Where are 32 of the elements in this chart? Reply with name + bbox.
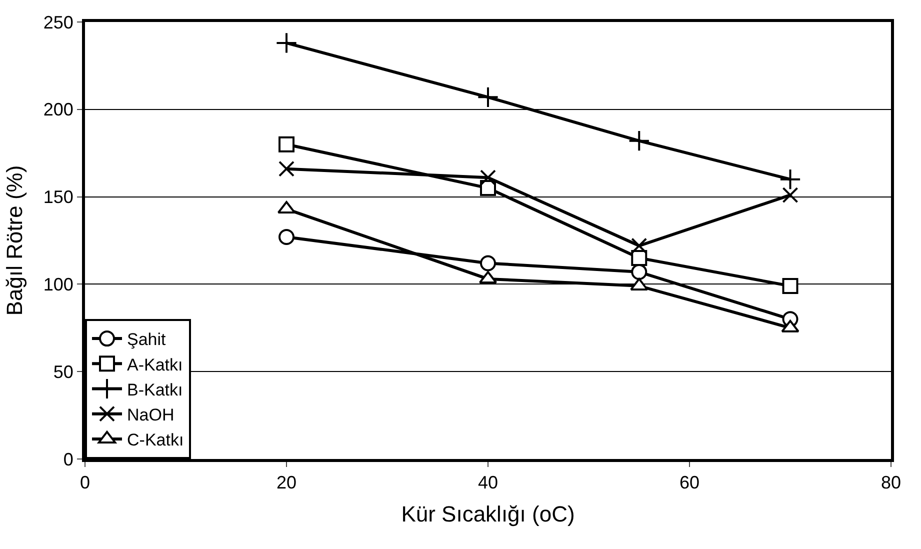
legend-label: A-Katkı — [127, 355, 183, 374]
point — [278, 160, 294, 177]
point — [278, 229, 294, 245]
point — [480, 180, 496, 196]
point — [480, 170, 496, 186]
y-tick-label: 200 — [43, 100, 74, 120]
x-tick-label: 40 — [478, 472, 498, 493]
y-tick-label: 100 — [43, 274, 74, 294]
legend-label: NaOH — [127, 405, 174, 424]
point — [628, 130, 650, 152]
y-tick-label: 250 — [43, 12, 74, 32]
y-axis-title: Bağıl Rötre (%) — [2, 165, 28, 316]
legend-label: Şahit — [127, 330, 166, 350]
x-tick-label: 0 — [80, 472, 90, 493]
point — [782, 278, 798, 294]
y-tick-label: 150 — [43, 187, 74, 208]
point — [276, 32, 298, 54]
point — [782, 187, 798, 204]
x-tick-label: 60 — [679, 472, 700, 493]
point — [631, 238, 648, 254]
x-tick-label: 80 — [880, 472, 902, 493]
point — [631, 250, 648, 266]
x-tick-label: 20 — [276, 472, 297, 493]
x-axis-title: Kür Sıcaklığı (oC) — [401, 502, 575, 526]
point — [278, 136, 294, 152]
legend-label: B-Katkı — [127, 380, 183, 400]
y-tick-label: 50 — [53, 362, 74, 382]
y-tick-label: 0 — [63, 449, 74, 470]
point — [477, 86, 499, 108]
legend-label: C-Katkı — [127, 430, 184, 450]
point — [480, 255, 496, 272]
point — [779, 168, 802, 190]
